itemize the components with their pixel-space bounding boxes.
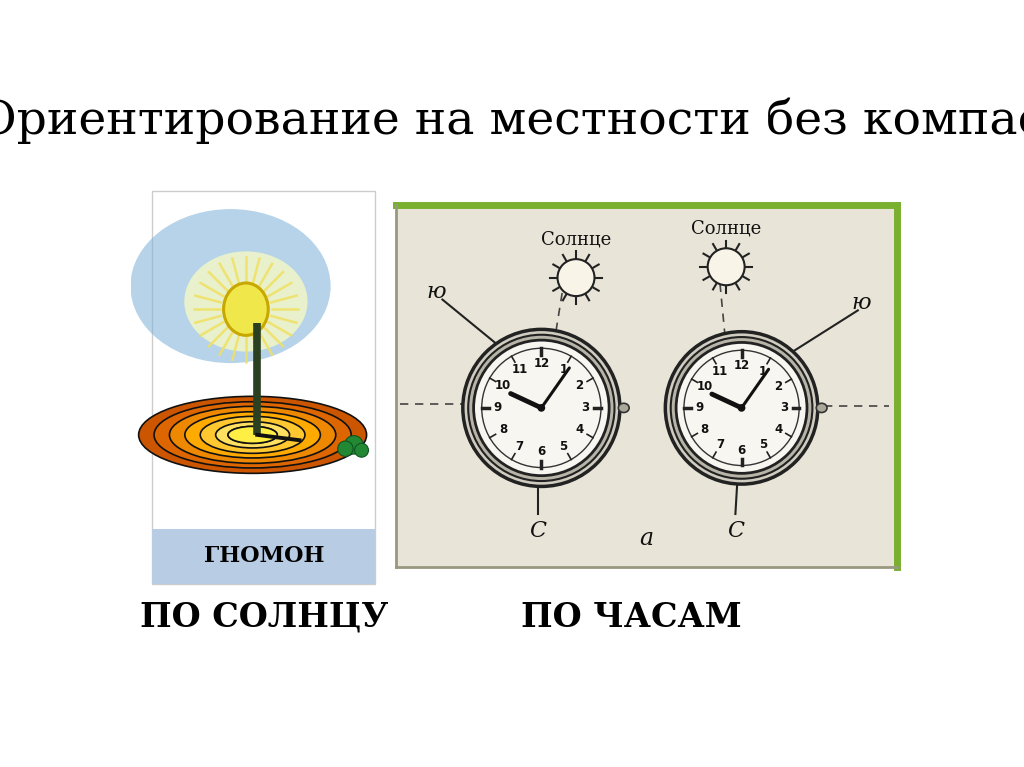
Ellipse shape <box>154 402 351 468</box>
Bar <box>153 528 376 584</box>
Ellipse shape <box>618 403 629 413</box>
Circle shape <box>463 329 620 486</box>
Ellipse shape <box>138 397 367 473</box>
Text: 7: 7 <box>716 438 724 451</box>
Text: 6: 6 <box>538 446 546 459</box>
Text: 6: 6 <box>737 444 745 457</box>
Text: ГНОМОН: ГНОМОН <box>204 545 324 568</box>
Text: 5: 5 <box>759 438 767 451</box>
Ellipse shape <box>216 422 290 448</box>
Text: ПО ЧАСАМ: ПО ЧАСАМ <box>521 601 741 634</box>
Text: 9: 9 <box>494 401 502 414</box>
Text: Ориентирование на местности без компаса: Ориентирование на местности без компаса <box>0 97 1024 143</box>
Bar <box>153 192 376 584</box>
Text: 3: 3 <box>582 401 590 414</box>
Circle shape <box>338 441 353 456</box>
Circle shape <box>468 334 614 481</box>
Text: 7: 7 <box>515 439 523 453</box>
Text: 10: 10 <box>696 380 713 393</box>
Ellipse shape <box>130 209 331 363</box>
Circle shape <box>737 404 745 412</box>
Text: 3: 3 <box>780 401 788 414</box>
Text: 2: 2 <box>774 380 782 393</box>
Circle shape <box>708 249 744 285</box>
Text: 2: 2 <box>575 380 584 393</box>
Text: С: С <box>727 520 743 542</box>
Text: ю: ю <box>852 291 871 314</box>
Circle shape <box>538 404 545 412</box>
Ellipse shape <box>169 407 336 463</box>
Bar <box>396 206 897 567</box>
Circle shape <box>676 342 807 473</box>
Circle shape <box>473 340 609 476</box>
Circle shape <box>557 259 595 296</box>
Text: 10: 10 <box>495 380 511 393</box>
Text: 5: 5 <box>559 439 567 453</box>
Text: 11: 11 <box>511 364 527 377</box>
Text: ПО СОЛНЦУ: ПО СОЛНЦУ <box>139 601 388 634</box>
Text: Солнце: Солнце <box>691 219 761 238</box>
Ellipse shape <box>201 416 305 453</box>
Text: 1: 1 <box>559 364 567 377</box>
Ellipse shape <box>184 252 307 351</box>
Text: 4: 4 <box>774 423 782 436</box>
Text: 11: 11 <box>712 364 728 377</box>
Text: Солнце: Солнце <box>541 230 611 249</box>
Ellipse shape <box>185 412 321 458</box>
Text: С: С <box>529 520 546 542</box>
Text: 9: 9 <box>695 401 703 414</box>
Text: 12: 12 <box>534 357 550 370</box>
Circle shape <box>666 331 818 484</box>
Ellipse shape <box>228 426 278 443</box>
Text: 12: 12 <box>733 359 750 372</box>
Text: 1: 1 <box>759 364 767 377</box>
Ellipse shape <box>816 403 827 413</box>
Text: 8: 8 <box>700 423 709 436</box>
Circle shape <box>671 337 812 479</box>
Circle shape <box>354 443 369 457</box>
Ellipse shape <box>223 283 268 335</box>
Text: ю: ю <box>426 281 446 303</box>
Ellipse shape <box>228 426 278 443</box>
Circle shape <box>345 436 364 454</box>
Text: а: а <box>639 527 653 550</box>
Text: 4: 4 <box>575 423 584 436</box>
Text: 8: 8 <box>499 423 507 436</box>
